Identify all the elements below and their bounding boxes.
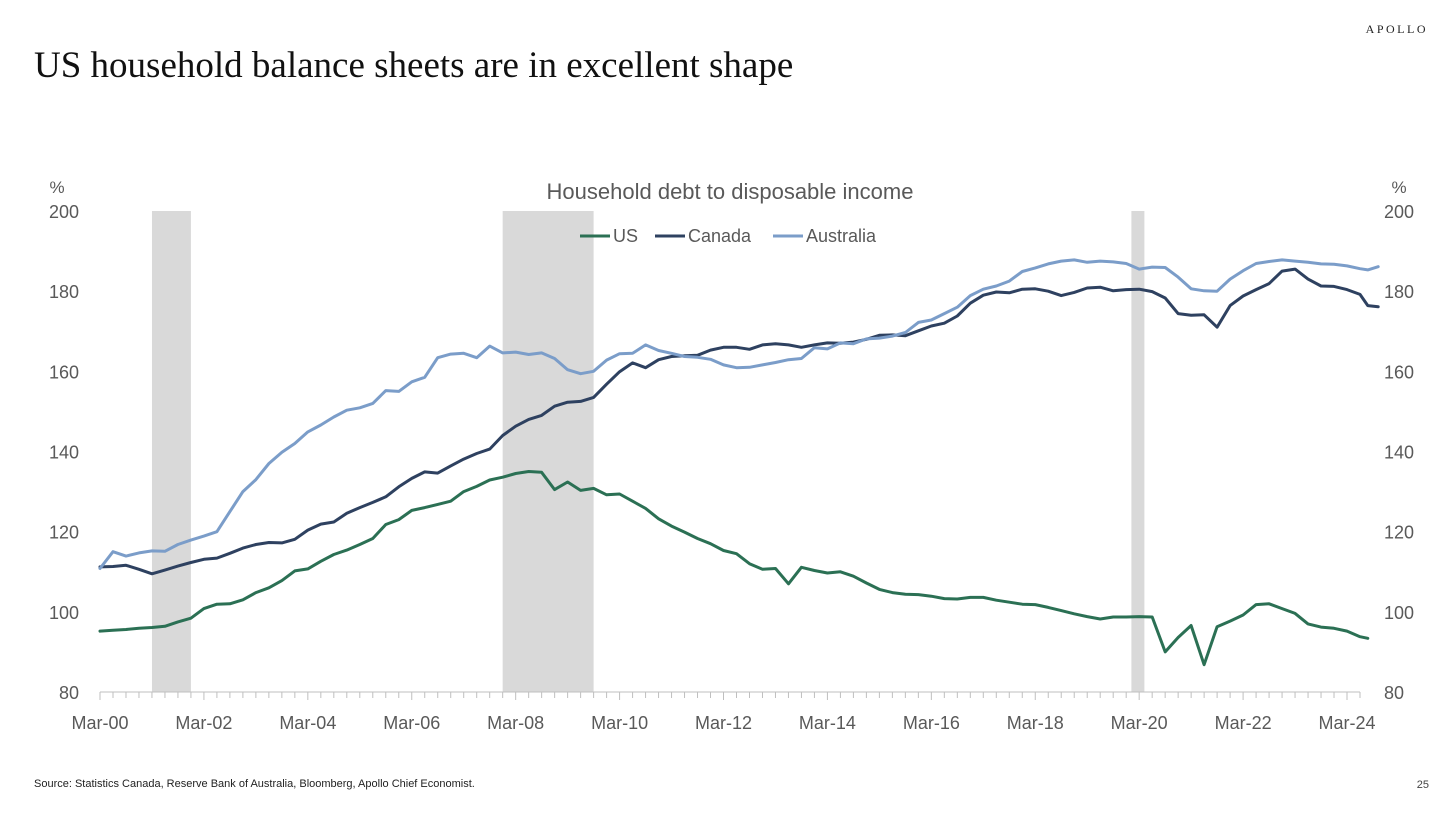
footer-source: Source: Statistics Canada, Reserve Bank … (34, 778, 475, 790)
y-tick-label-left: 120 (49, 523, 79, 543)
y-tick-label-right: 80 (1384, 683, 1404, 703)
y-tick-label-right: 120 (1384, 523, 1414, 543)
x-tick-label: Mar-06 (383, 713, 440, 733)
x-tick-label: Mar-18 (1007, 713, 1064, 733)
x-tick-label: Mar-16 (903, 713, 960, 733)
series-layer (98, 258, 1380, 667)
x-tick-label: Mar-12 (695, 713, 752, 733)
x-tick-label: Mar-02 (175, 713, 232, 733)
x-axis: Mar-00 Mar-02 Mar-04 Mar-06 Mar-08 Mar-10 Mar-… (71, 691, 1376, 733)
x-tick-label: Mar-22 (1215, 713, 1272, 733)
x-tick-label: Mar-20 (1111, 713, 1168, 733)
recession-shading-layer (151, 211, 1145, 692)
y-tick-label-right: 160 (1384, 362, 1414, 382)
y-tick-label-left: 140 (49, 443, 79, 463)
y-tick-label-right: 200 (1384, 202, 1414, 222)
x-tick-label: Mar-14 (799, 713, 856, 733)
legend-label-australia: Australia (806, 226, 877, 246)
y-tick-label-right: 100 (1384, 603, 1414, 623)
brand-logo: APOLLO (1365, 22, 1428, 36)
y-tick-label-left: 80 (59, 683, 79, 703)
recession-band-1 (151, 211, 191, 692)
legend: US Canada Australia (580, 226, 877, 246)
x-tick-label: Mar-00 (71, 713, 128, 733)
legend-label-canada: Canada (688, 226, 752, 246)
x-tick-label: Mar-08 (487, 713, 544, 733)
y-tick-label-left: 100 (49, 603, 79, 623)
y-tick-label-left: 180 (49, 282, 79, 302)
x-tick-label: Mar-10 (591, 713, 648, 733)
y-tick-label-left: 160 (49, 362, 79, 382)
page-number: 25 (1416, 779, 1429, 791)
y-axis-ticks: 80 80 100 100 120 120 140 140 160 160 180 180 200 200 (49, 202, 1414, 703)
y-axis-left-unit: % (49, 178, 64, 197)
x-tick-label: Mar-04 (279, 713, 336, 733)
series-line-australia (98, 258, 1380, 570)
x-tick-label: Mar-24 (1319, 713, 1376, 733)
legend-label-us: US (613, 226, 638, 246)
y-tick-label-right: 180 (1384, 282, 1414, 302)
series-line-canada (98, 267, 1380, 576)
series-line-us (98, 470, 1370, 667)
y-tick-label-left: 200 (49, 202, 79, 222)
chart-title: Household debt to disposable income (547, 179, 914, 204)
recession-band-3 (1131, 211, 1145, 692)
slide-title: US household balance sheets are in excel… (34, 45, 794, 86)
y-axis-right-unit: % (1391, 178, 1406, 197)
y-tick-label-right: 140 (1384, 443, 1414, 463)
recession-band-2 (502, 211, 594, 692)
